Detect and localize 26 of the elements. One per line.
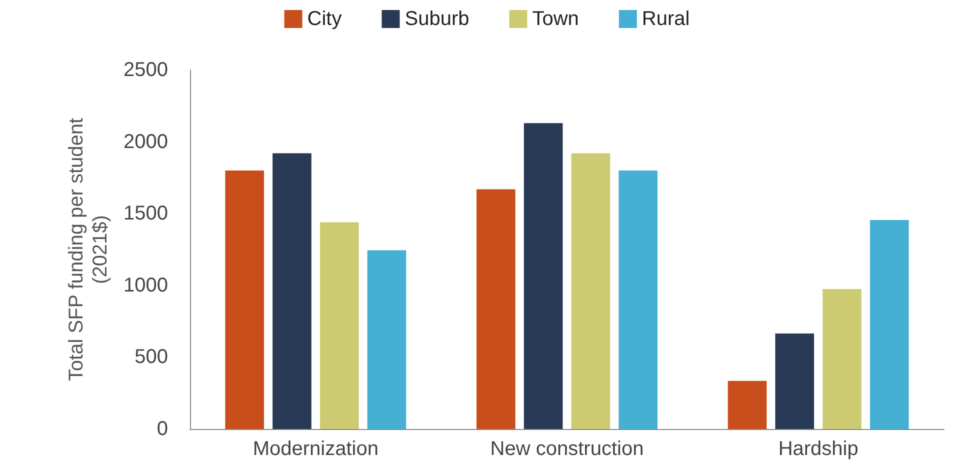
y-tick-label: 1500 — [124, 202, 168, 225]
bar — [524, 123, 563, 429]
y-tick-label: 500 — [134, 346, 168, 368]
bar — [822, 288, 862, 429]
bar — [225, 170, 264, 429]
bar — [728, 380, 767, 429]
bar — [571, 153, 610, 429]
y-tick-label: 1000 — [124, 274, 168, 296]
bar — [775, 334, 814, 429]
bar — [870, 220, 909, 429]
bar — [618, 170, 658, 429]
y-tick-label: 2500 — [124, 59, 168, 81]
legend-label: Town — [532, 8, 579, 30]
bar — [320, 222, 359, 429]
x-tick-label: New construction — [490, 438, 644, 460]
y-tick-label: 2000 — [124, 130, 168, 153]
bar — [476, 189, 516, 429]
bar — [272, 153, 312, 429]
y-axis-title: Total SFP funding per student (2021$) — [66, 117, 112, 382]
x-tick-label: Hardship — [778, 438, 858, 460]
legend-label: Rural — [642, 8, 690, 30]
x-tick-label: Modernization — [252, 438, 378, 460]
bar — [367, 250, 406, 429]
legend-label: City — [307, 8, 342, 30]
y-tick-label: 0 — [156, 418, 168, 440]
legend-label: Suburb — [404, 8, 470, 30]
